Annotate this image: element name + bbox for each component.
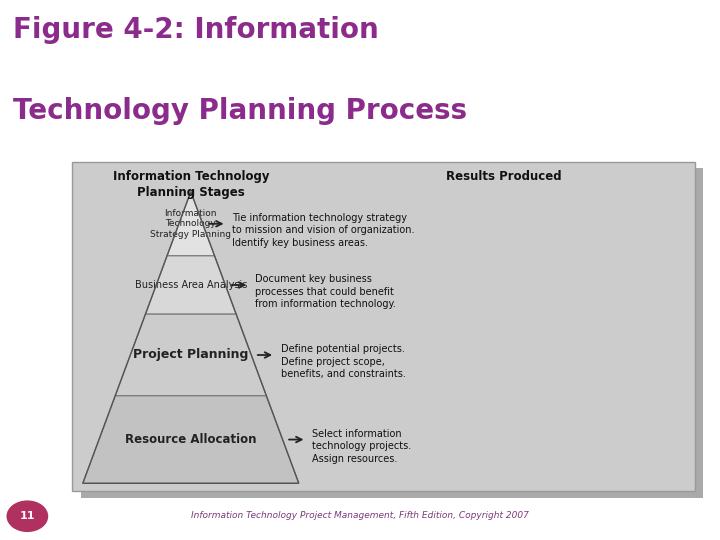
FancyBboxPatch shape: [72, 162, 695, 491]
Text: Document key business
processes that could benefit
from information technology.: Document key business processes that cou…: [255, 274, 396, 309]
Circle shape: [7, 501, 48, 531]
Polygon shape: [115, 314, 266, 396]
Text: Resource Allocation: Resource Allocation: [125, 433, 256, 446]
Text: Project Planning: Project Planning: [133, 348, 248, 361]
Text: Information
Technology
Strategy Planning: Information Technology Strategy Planning: [150, 209, 231, 239]
Polygon shape: [145, 256, 236, 314]
Text: Information Technology Project Management, Fifth Edition, Copyright 2007: Information Technology Project Managemen…: [191, 511, 529, 520]
Polygon shape: [167, 192, 215, 256]
Text: Tie information technology strategy
to mission and vision of organization.
Ident: Tie information technology strategy to m…: [233, 213, 415, 248]
Text: Technology Planning Process: Technology Planning Process: [13, 97, 467, 125]
Text: Information Technology
Planning Stages: Information Technology Planning Stages: [112, 170, 269, 199]
Text: 11: 11: [19, 511, 35, 521]
Text: Figure 4-2: Information: Figure 4-2: Information: [13, 16, 379, 44]
Polygon shape: [83, 396, 299, 483]
FancyBboxPatch shape: [81, 168, 703, 498]
Text: Select information
technology projects.
Assign resources.: Select information technology projects. …: [312, 429, 411, 463]
Text: Business Area Analysis: Business Area Analysis: [135, 280, 247, 290]
Text: Define potential projects.
Define project scope,
benefits, and constraints.: Define potential projects. Define projec…: [281, 344, 405, 379]
Text: Results Produced: Results Produced: [446, 170, 562, 183]
